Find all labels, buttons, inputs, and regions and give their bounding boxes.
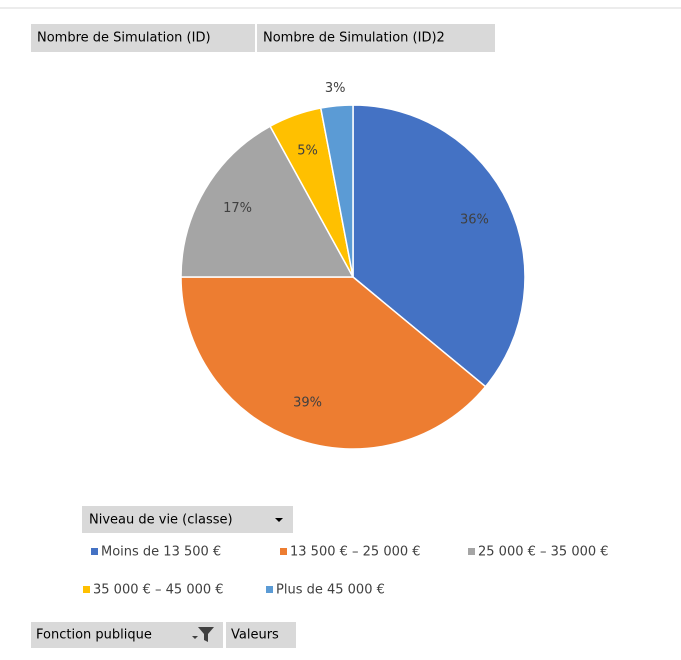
data-label: 17% [223, 201, 252, 216]
pie-slice [352, 104, 526, 388]
pie-slice [180, 125, 355, 278]
field-button-label: Nombre de Simulation (ID) [37, 31, 211, 46]
pie-slice [319, 104, 354, 278]
pie-slice [180, 276, 487, 450]
legend-label: Moins de 13 500 € [101, 545, 221, 560]
legend-label: Plus de 45 000 € [276, 583, 385, 598]
legend-label: 25 000 € – 35 000 € [478, 545, 609, 560]
legend-label: 35 000 € – 45 000 € [93, 583, 224, 598]
dropdown-icon [192, 636, 198, 639]
legend-field-label: Niveau de vie (classe) [89, 513, 233, 528]
legend-swatch [468, 548, 475, 555]
legend-swatch [83, 586, 90, 593]
legend-swatch [91, 548, 98, 555]
filter-icon [198, 627, 214, 642]
legend-swatch [266, 586, 273, 593]
filter-button[interactable] [226, 622, 296, 648]
data-label: 36% [460, 212, 489, 227]
data-label: 5% [297, 143, 318, 158]
data-label: 39% [293, 396, 322, 411]
legend-field-button[interactable] [82, 506, 293, 533]
field-button-label: Nombre de Simulation (ID)2 [263, 31, 445, 46]
legend-swatch [280, 548, 287, 555]
filter-button[interactable] [31, 622, 223, 648]
filter-label: Valeurs [231, 628, 279, 643]
field-button[interactable] [257, 24, 495, 52]
data-label: 3% [325, 81, 346, 96]
legend-label: 13 500 € – 25 000 € [290, 545, 421, 560]
dropdown-icon [275, 518, 283, 522]
field-button[interactable] [31, 24, 255, 52]
filter-label: Fonction publique [36, 628, 152, 643]
